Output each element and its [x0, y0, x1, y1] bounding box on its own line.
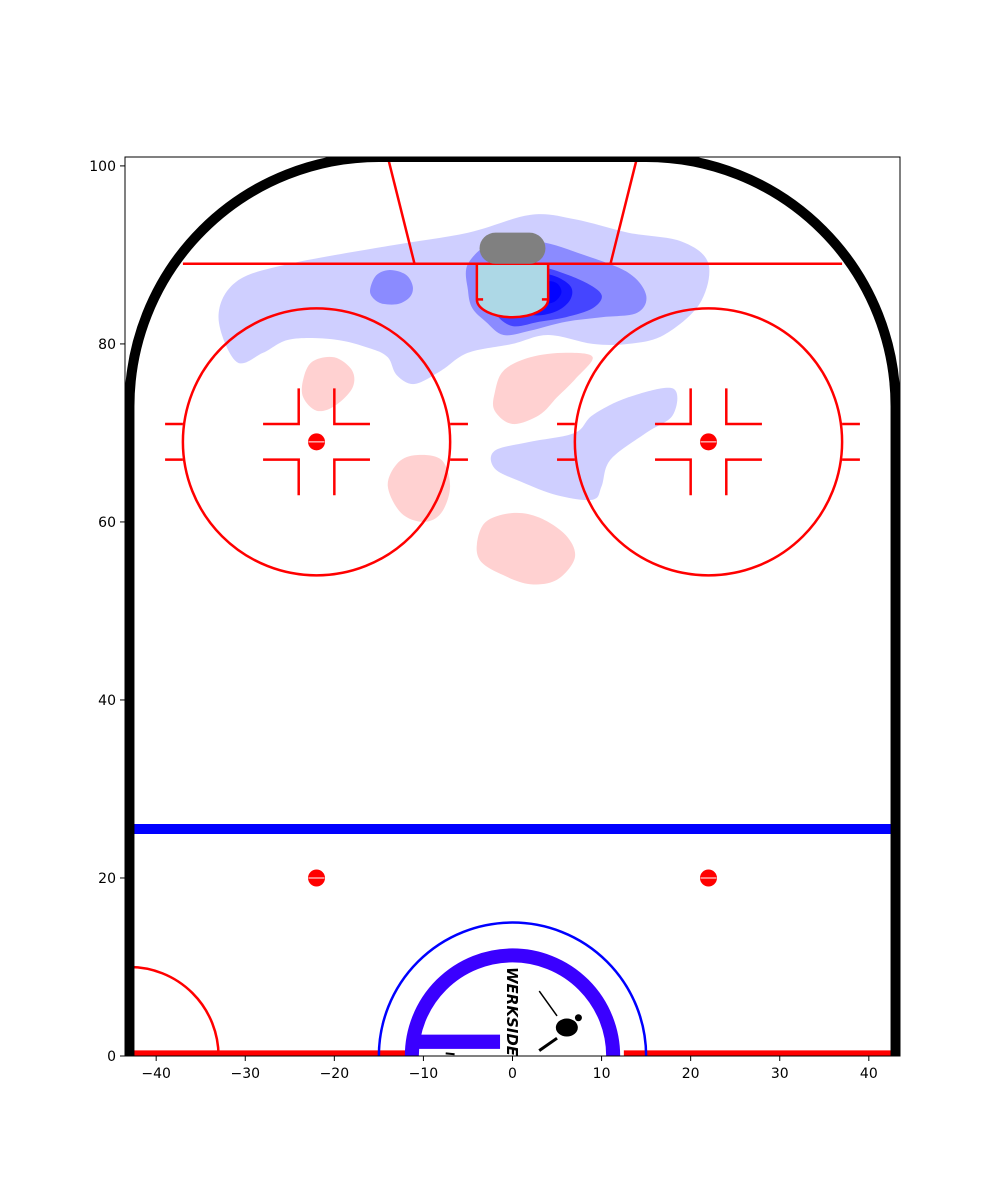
faceoff-hash-0-1: [333, 388, 370, 426]
density-contour-low-level-1-8: [492, 352, 593, 425]
goal-net: [479, 232, 546, 264]
center-circle: [377, 921, 648, 1056]
skater-stick: [538, 990, 558, 1017]
y-tick-label-40: 40: [98, 693, 116, 709]
skater-leg: [538, 1036, 558, 1052]
x-tick-label--30: −30: [230, 1066, 260, 1082]
rink-boards: [125, 157, 900, 1056]
skater-head: [574, 1014, 582, 1022]
faceoff-hash-0-3: [333, 458, 370, 496]
faceoff-circle-1: [573, 307, 844, 577]
center-logo-bar: [411, 1034, 501, 1049]
rink-markings: WERKSIDE: [125, 157, 900, 1057]
center-logo-wordmark: WERKSIDE: [503, 967, 521, 1057]
referee-crease-arc: [129, 965, 220, 1056]
skater-puck: [445, 1052, 455, 1056]
density-contour-high-level-2-2: [369, 269, 413, 305]
density-contour-low-level-1-10: [476, 512, 576, 585]
y-tick-label-20: 20: [98, 871, 116, 887]
axes: −40 −30 −20 −10 0 10 20 30 40 0 20 40 60 80 100: [89, 159, 877, 1082]
x-tick-label--40: −40: [141, 1066, 171, 1082]
skater-silhouette-icon: [445, 990, 582, 1056]
faceoff-hash-1-3: [725, 458, 762, 496]
x-tick-label-10: 10: [593, 1066, 611, 1082]
x-tick-label-30: 30: [771, 1066, 789, 1082]
y-tick-label-100: 100: [89, 159, 116, 175]
x-tick-label--10: −10: [409, 1066, 439, 1082]
goal-crease: [475, 262, 550, 319]
trapezoid-left: [386, 157, 416, 265]
density-contour-high-level-1-1: [490, 387, 678, 501]
y-tick-label-80: 80: [98, 337, 116, 353]
density-contour-high-level-1-0: [218, 214, 710, 385]
faceoff-hash-1-0: [655, 388, 692, 426]
x-tick-label-0: 0: [508, 1066, 517, 1082]
center-logo-ring: [404, 948, 621, 1056]
faceoff-hash-0-2: [263, 458, 300, 496]
x-tick-label-40: 40: [860, 1066, 878, 1082]
y-tick-label-0: 0: [107, 1049, 116, 1065]
faceoff-hash-0-0: [263, 388, 300, 426]
x-tick-label--20: −20: [320, 1066, 350, 1082]
trapezoid-right: [609, 157, 639, 265]
skater-body: [555, 1018, 578, 1037]
shot-density-contours: [218, 214, 710, 585]
faceoff-hash-1-2: [655, 458, 692, 496]
y-tick-label-60: 60: [98, 515, 116, 531]
faceoff-hash-1-1: [725, 388, 762, 426]
density-contour-low-level-1-7: [301, 356, 355, 412]
x-tick-label-20: 20: [682, 1066, 700, 1082]
faceoff-circle-0: [181, 307, 452, 577]
